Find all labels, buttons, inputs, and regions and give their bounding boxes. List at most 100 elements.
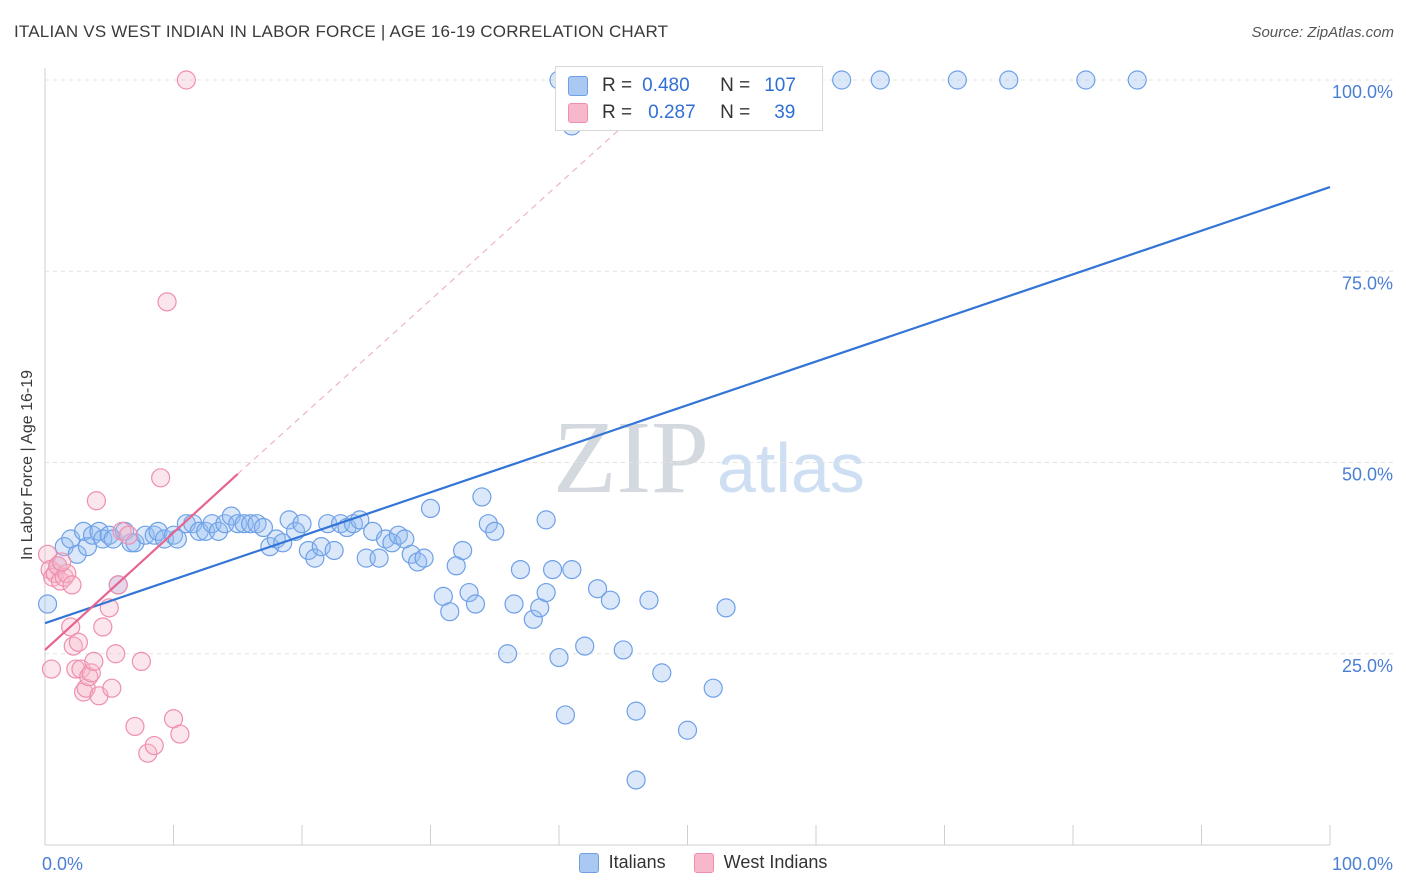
italians-point xyxy=(536,510,556,530)
italians-point xyxy=(414,548,434,568)
italians-point xyxy=(999,70,1019,90)
italians-point xyxy=(549,647,569,668)
italians-point xyxy=(1076,70,1096,90)
watermark-atlas: atlas xyxy=(717,429,865,507)
series-legend: Italians West Indians xyxy=(0,852,1406,873)
west-indians-point xyxy=(63,636,83,656)
italians-point xyxy=(600,590,621,610)
x-tick-label: 0.0% xyxy=(42,854,83,874)
italians-point xyxy=(453,540,473,561)
west-indians-point xyxy=(106,644,126,664)
italians-point xyxy=(472,487,492,507)
west-indians-point xyxy=(62,575,82,595)
west-indians-point xyxy=(144,735,164,756)
italians-point xyxy=(626,770,646,790)
y-tick-label: 25.0% xyxy=(1342,656,1393,676)
italians-point xyxy=(510,559,531,580)
italians-point xyxy=(311,537,331,557)
italians-point xyxy=(37,594,58,614)
italians-point xyxy=(575,636,595,656)
italians-point xyxy=(478,514,498,534)
legend-item-italians[interactable]: Italians xyxy=(578,852,666,873)
italians-point xyxy=(1127,70,1147,90)
west-indians-swatch xyxy=(693,852,714,873)
legend-label-west-indians: West Indians xyxy=(723,852,828,872)
italians-point xyxy=(440,602,460,622)
west-indians-point xyxy=(52,552,72,572)
italians-point xyxy=(99,525,119,545)
italians-point xyxy=(947,70,967,90)
italians-point xyxy=(677,720,698,740)
west-indians-point xyxy=(138,743,158,763)
italians-point xyxy=(555,705,576,725)
watermark-zip: ZIP xyxy=(553,400,709,515)
chart-title: ITALIAN VS WEST INDIAN IN LABOR FORCE | … xyxy=(14,22,669,41)
r-label: R = xyxy=(602,102,633,123)
italians-point xyxy=(125,533,145,553)
n-value: 39 xyxy=(774,102,796,123)
west-indians-point xyxy=(93,617,113,637)
stats-legend: R = 0.480 N = 107 R = 0.287 N = 39 xyxy=(555,66,823,131)
italians-point xyxy=(639,590,659,610)
italians-trend-line xyxy=(44,186,1331,625)
x-tick-label: 100.0% xyxy=(1332,854,1393,874)
west-indians-point xyxy=(176,70,196,90)
west-indians-point xyxy=(84,651,104,672)
west-indians-point xyxy=(151,468,171,488)
stats-legend-row-west-indians: R = 0.287 N = 39 xyxy=(568,100,795,126)
west-indians-point xyxy=(50,571,71,591)
italians-point xyxy=(465,594,486,614)
italians-point xyxy=(163,525,184,545)
italians-point xyxy=(253,517,274,538)
west-indians-point xyxy=(125,716,145,737)
italians-point xyxy=(324,540,344,561)
italians-point xyxy=(652,663,672,683)
legend-label-italians: Italians xyxy=(608,852,666,872)
italians-point xyxy=(298,540,319,561)
italians-point xyxy=(369,548,389,568)
west-indians-point xyxy=(68,632,89,652)
west-indians-point xyxy=(102,678,122,698)
italians-point xyxy=(67,544,87,564)
n-value: 107 xyxy=(764,75,796,96)
n-label: N = xyxy=(720,102,751,123)
r-value: 0.480 xyxy=(642,75,690,96)
west-indians-point xyxy=(86,491,107,511)
west-indians-swatch xyxy=(568,103,588,123)
west-indians-point xyxy=(81,663,101,683)
italians-point xyxy=(420,498,441,518)
italians-point xyxy=(504,594,524,614)
y-tick-label: 50.0% xyxy=(1342,465,1393,485)
west-indians-point xyxy=(118,525,139,545)
italians-point xyxy=(542,559,563,580)
italians-point xyxy=(279,510,299,530)
italians-point xyxy=(148,521,168,541)
italians-swatch xyxy=(568,76,588,96)
italians-point xyxy=(716,598,736,618)
west-indians-point xyxy=(170,724,190,744)
italians-point xyxy=(459,582,479,603)
y-axis-label: In Labor Force | Age 16-19 xyxy=(19,369,36,561)
italians-point xyxy=(703,678,723,698)
italians-point xyxy=(498,644,518,664)
italians-point xyxy=(305,548,325,568)
italians-swatch xyxy=(578,852,599,873)
italians-point xyxy=(870,70,890,90)
watermark: ZIP atlas xyxy=(553,398,865,517)
west-indians-point xyxy=(131,651,151,672)
west-indians-point xyxy=(157,292,177,312)
west-indians-trend-extension xyxy=(237,125,624,475)
y-tick-label: 100.0% xyxy=(1332,82,1393,102)
n-label: N = xyxy=(720,75,751,96)
italians-point xyxy=(587,579,608,599)
italians-point xyxy=(77,537,98,557)
r-label: R = xyxy=(602,75,633,96)
italians-point xyxy=(485,521,505,541)
italians-point xyxy=(241,514,261,534)
italians-point xyxy=(523,609,543,629)
italians-point xyxy=(613,640,633,660)
italians-point xyxy=(626,701,646,721)
west-indians-point xyxy=(57,563,77,584)
legend-item-west-indians[interactable]: West Indians xyxy=(693,852,828,873)
